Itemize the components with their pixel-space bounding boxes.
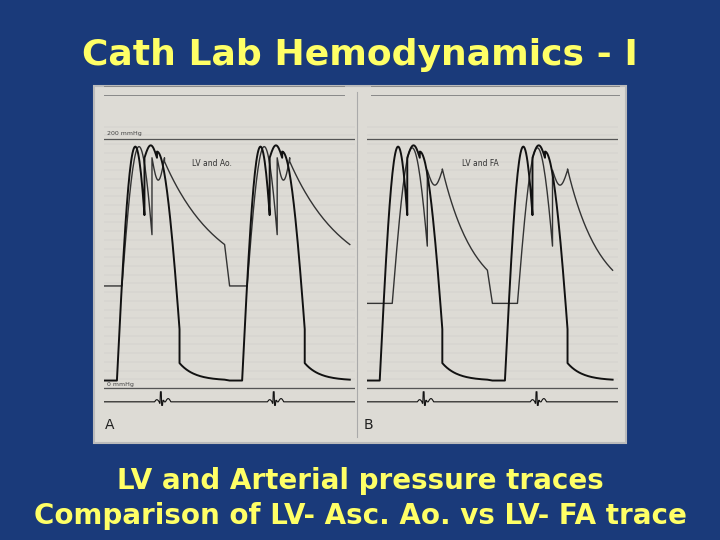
Text: 0 mmHg: 0 mmHg [107,382,134,387]
Text: LV and Ao.: LV and Ao. [192,159,232,168]
FancyBboxPatch shape [94,86,626,443]
Text: Cath Lab Hemodynamics - I: Cath Lab Hemodynamics - I [82,38,638,72]
Text: Comparison of LV- Asc. Ao. vs LV- FA trace: Comparison of LV- Asc. Ao. vs LV- FA tra… [34,502,686,530]
Text: A: A [104,418,114,433]
Text: LV and Arterial pressure traces: LV and Arterial pressure traces [117,467,603,495]
Text: LV and FA: LV and FA [462,159,499,168]
Text: 200 mmHg: 200 mmHg [107,131,142,137]
Text: B: B [364,418,373,433]
